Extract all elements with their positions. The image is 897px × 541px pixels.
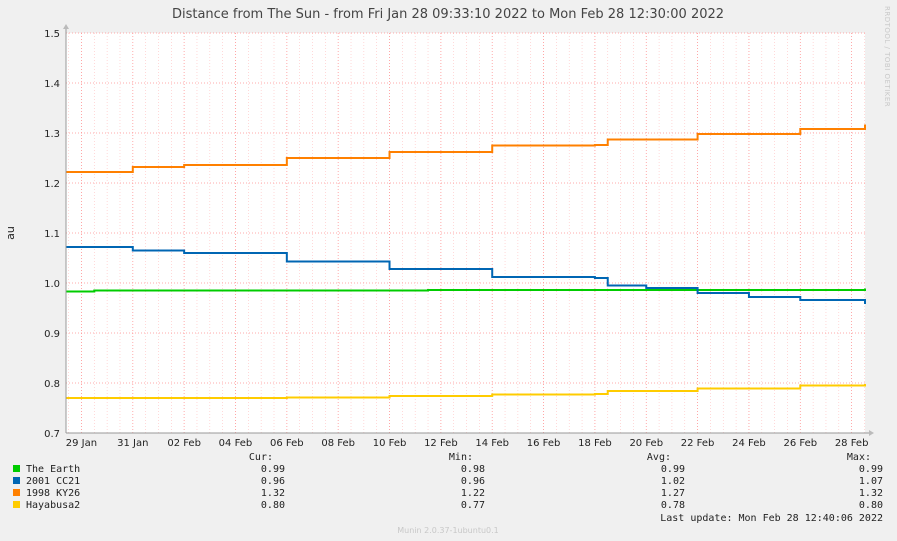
legend-avg-value: 1.27 [661, 488, 685, 499]
series-group [65, 124, 866, 399]
legend-cur-value: 1.32 [261, 488, 285, 499]
legend-max-value: 0.80 [859, 500, 883, 511]
x-tick-label: 28 Feb [835, 438, 869, 449]
series-line-1 [65, 246, 866, 304]
legend-min-value: 0.96 [461, 476, 485, 487]
y-tick-label: 1.4 [44, 79, 60, 90]
x-tick-label: 06 Feb [270, 438, 304, 449]
x-tick-labels: 29 Jan 31 Jan 02 Feb 04 Feb 06 Feb 08 Feb 10 F… [66, 438, 869, 449]
y-tick-label: 1.1 [44, 229, 60, 240]
legend-swatch [13, 489, 20, 496]
legend-name: The Earth [26, 464, 80, 475]
y-tick-label: 1.0 [44, 279, 60, 290]
legend: Cur: Min: Avg: Max: The Earth 0.99 0.98 0.9… [13, 452, 883, 524]
legend-avg-value: 0.78 [661, 500, 685, 511]
axes [63, 24, 874, 436]
x-tick-label: 12 Feb [424, 438, 458, 449]
x-axis-arrow [869, 430, 874, 436]
series-line-2 [65, 124, 866, 173]
legend-max-value: 1.07 [859, 476, 883, 487]
x-tick-label: 16 Feb [527, 438, 561, 449]
legend-name: 2001 CC21 [26, 476, 80, 487]
legend-name: Hayabusa2 [26, 500, 80, 511]
x-tick-label: 10 Feb [373, 438, 407, 449]
x-tick-label: 04 Feb [219, 438, 253, 449]
y-axis-label: au [4, 226, 17, 240]
legend-avg-value: 0.99 [661, 464, 685, 475]
legend-name: 1998 KY26 [26, 488, 80, 499]
y-tick-label: 1.3 [44, 129, 60, 140]
x-tick-label: 29 Jan [66, 438, 97, 449]
legend-header-avg: Avg: [647, 452, 671, 463]
legend-swatch [13, 501, 20, 508]
legend-header-max: Max: [847, 452, 871, 463]
legend-header-cur: Cur: [249, 452, 273, 463]
y-tick-label: 1.5 [44, 29, 60, 40]
x-tick-label: 20 Feb [629, 438, 663, 449]
legend-min-value: 1.22 [461, 488, 485, 499]
y-tick-label: 0.9 [44, 329, 60, 340]
x-tick-label: 26 Feb [783, 438, 817, 449]
munin-footer: Munin 2.0.37-1ubuntu0.1 [397, 526, 499, 535]
legend-avg-value: 1.02 [661, 476, 685, 487]
x-tick-label: 31 Jan [117, 438, 148, 449]
rrdtool-credit: RRDTOOL / TOBI OETIKER [883, 6, 891, 107]
y-axis-arrow [63, 24, 69, 29]
last-update: Last update: Mon Feb 28 12:40:06 2022 [660, 513, 883, 524]
y-tick-label: 0.8 [44, 379, 60, 390]
x-tick-label: 02 Feb [167, 438, 201, 449]
y-tick-labels: 0.7 0.8 0.9 1.0 1.1 1.2 1.3 1.4 1.5 [44, 29, 60, 440]
legend-swatch [13, 465, 20, 472]
chart-title: Distance from The Sun - from Fri Jan 28 … [172, 7, 724, 22]
x-tick-label: 22 Feb [681, 438, 715, 449]
legend-min-value: 0.98 [461, 464, 485, 475]
legend-swatch [13, 477, 20, 484]
y-tick-label: 1.2 [44, 179, 60, 190]
legend-max-value: 1.32 [859, 488, 883, 499]
legend-header-min: Min: [449, 452, 473, 463]
x-tick-label: 08 Feb [321, 438, 355, 449]
x-tick-label: 14 Feb [475, 438, 509, 449]
series-line-3 [65, 384, 866, 399]
legend-cur-value: 0.80 [261, 500, 285, 511]
grid [66, 32, 865, 434]
y-tick-label: 0.7 [44, 429, 60, 440]
legend-cur-value: 0.96 [261, 476, 285, 487]
legend-min-value: 0.77 [461, 500, 485, 511]
x-tick-label: 18 Feb [578, 438, 612, 449]
series-line-0 [65, 288, 866, 293]
legend-cur-value: 0.99 [261, 464, 285, 475]
legend-max-value: 0.99 [859, 464, 883, 475]
x-tick-label: 24 Feb [732, 438, 766, 449]
